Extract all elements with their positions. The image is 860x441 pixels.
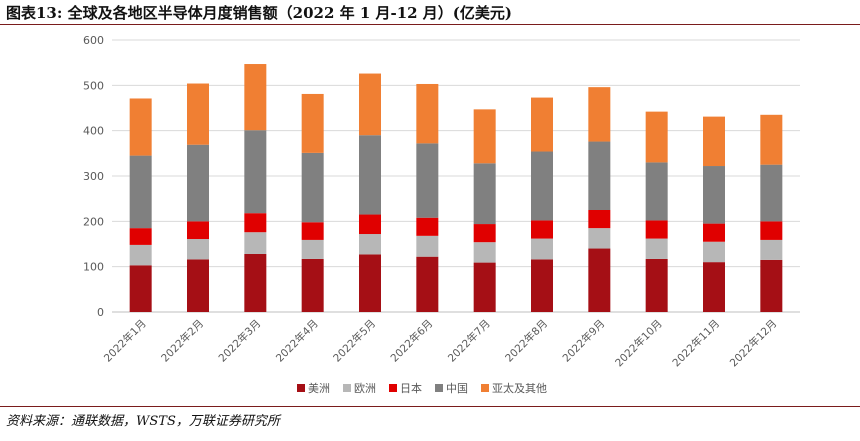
bar-segment	[244, 64, 267, 131]
bar-segment	[244, 253, 267, 312]
legend-label: 日本	[400, 381, 422, 395]
bar-segment	[187, 83, 209, 145]
bar-segment	[129, 228, 152, 245]
bar-segment	[473, 109, 496, 164]
legend-label: 欧洲	[354, 382, 376, 395]
bar-segment	[760, 114, 783, 165]
bar-segment	[703, 223, 725, 242]
x-tick-label: 2022年9月	[560, 317, 608, 365]
stacked-bar-chart: 0 100 200 300 400 500 600 2022年1月 2022年2月 2022年3…	[83, 34, 800, 395]
bar-segment	[531, 97, 553, 152]
legend: 美洲 欧洲 日本 中国 亚太及其他	[297, 381, 547, 395]
bar-segment	[359, 135, 381, 215]
x-tick-label: 2022年7月	[445, 317, 493, 365]
bar-segment	[760, 259, 783, 312]
bar-segment	[760, 164, 783, 222]
bar-segment	[129, 265, 152, 312]
x-tick-label: 2022年6月	[388, 317, 436, 365]
y-axis-tick-labels: 0 100 200 300 400 500 600	[83, 34, 104, 319]
bar-segment	[244, 213, 267, 233]
bar-segment	[645, 258, 668, 312]
bar-segment	[359, 234, 381, 255]
bar-segment	[531, 238, 553, 260]
bar-segment	[359, 73, 381, 136]
y-tick-label: 0	[97, 306, 104, 319]
y-tick-label: 300	[83, 170, 104, 183]
bar-segment	[416, 83, 439, 144]
bar-segment	[588, 141, 611, 210]
bar-segment	[760, 221, 783, 240]
bar-segment	[588, 228, 611, 249]
x-tick-label: 2022年2月	[158, 317, 206, 365]
legend-swatch	[481, 384, 489, 392]
bar-segment	[416, 235, 439, 257]
bar-segment	[531, 220, 553, 239]
bar-segment	[473, 242, 496, 263]
bar-segment	[473, 262, 496, 312]
bar-series	[129, 64, 783, 312]
x-tick-label: 2022年1月	[101, 317, 149, 365]
gridlines	[112, 39, 800, 313]
bar-segment	[703, 241, 725, 263]
legend-swatch	[343, 384, 351, 392]
x-tick-label: 2022年12月	[727, 317, 779, 369]
bar-segment	[703, 166, 725, 224]
legend-label: 美洲	[308, 382, 330, 395]
bar-segment	[244, 232, 267, 254]
y-tick-label: 100	[83, 261, 104, 274]
x-tick-label: 2022年8月	[502, 317, 550, 365]
bar-segment	[129, 155, 152, 229]
bar-segment	[645, 220, 668, 239]
source-divider	[0, 406, 860, 407]
bar-segment	[416, 217, 439, 236]
bar-segment	[531, 259, 553, 312]
legend-label: 中国	[446, 382, 468, 395]
bar-segment	[645, 162, 668, 221]
y-tick-label: 500	[83, 79, 104, 92]
bar-segment	[301, 152, 324, 223]
bar-segment	[588, 248, 611, 312]
bar-segment	[645, 111, 668, 163]
y-tick-label: 400	[83, 125, 104, 138]
bar-segment	[359, 214, 381, 235]
legend-swatch	[297, 384, 305, 392]
bar-segment	[301, 93, 324, 153]
bar-segment	[129, 98, 152, 156]
bar-segment	[129, 244, 152, 266]
x-tick-label: 2022年3月	[216, 317, 264, 365]
figure-title: 图表13: 全球及各地区半导体月度销售额（2022 年 1 月-12 月）(亿美…	[6, 4, 513, 22]
bar-segment	[187, 221, 209, 240]
bar-segment	[187, 144, 209, 222]
bar-segment	[588, 210, 611, 229]
bar-segment	[416, 256, 439, 312]
bar-segment	[187, 239, 209, 260]
x-tick-label: 2022年4月	[273, 317, 321, 365]
bar-segment	[531, 151, 553, 221]
bar-segment	[473, 224, 496, 243]
legend-label: 亚太及其他	[492, 382, 547, 395]
source-note: 资料来源：通联数据，WSTS，万联证券研究所	[6, 414, 280, 429]
x-axis-tick-labels: 2022年1月 2022年2月 2022年3月 2022年4月 2022年5月 2022年…	[101, 317, 779, 369]
bar-segment	[301, 222, 324, 240]
bar-segment	[645, 238, 668, 259]
bar-segment	[703, 116, 725, 167]
x-tick-label: 2022年10月	[612, 317, 664, 369]
bar-segment	[703, 262, 725, 312]
bar-segment	[416, 143, 439, 218]
bar-segment	[359, 254, 381, 312]
bar-segment	[244, 130, 267, 214]
y-tick-label: 600	[83, 34, 104, 47]
bar-segment	[301, 258, 324, 312]
y-tick-label: 200	[83, 215, 104, 228]
x-tick-label: 2022年11月	[670, 317, 722, 369]
title-divider	[0, 24, 860, 25]
x-tick-label: 2022年5月	[330, 317, 378, 365]
bar-segment	[588, 87, 611, 142]
legend-swatch	[435, 384, 443, 392]
legend-swatch	[389, 384, 397, 392]
bar-segment	[473, 163, 496, 225]
bar-segment	[760, 239, 783, 260]
bar-segment	[187, 259, 209, 312]
bar-segment	[301, 239, 324, 259]
